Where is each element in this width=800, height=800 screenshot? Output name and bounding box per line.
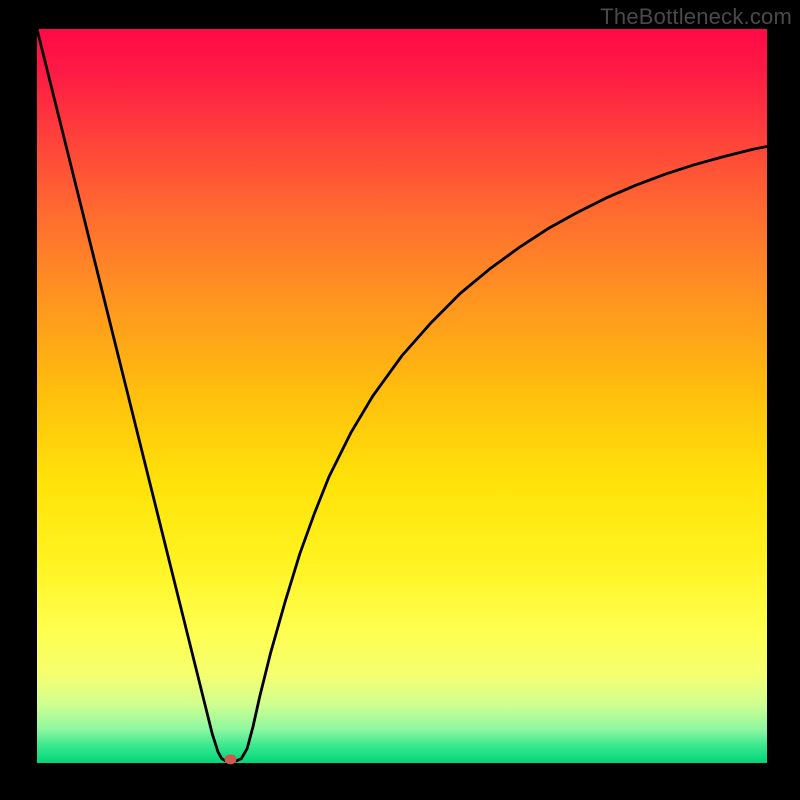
watermark-text: TheBottleneck.com <box>600 4 792 30</box>
chart-container: TheBottleneck.com <box>0 0 800 800</box>
chart-svg <box>0 0 800 800</box>
plot-area <box>37 29 767 763</box>
minimum-marker <box>224 754 236 764</box>
